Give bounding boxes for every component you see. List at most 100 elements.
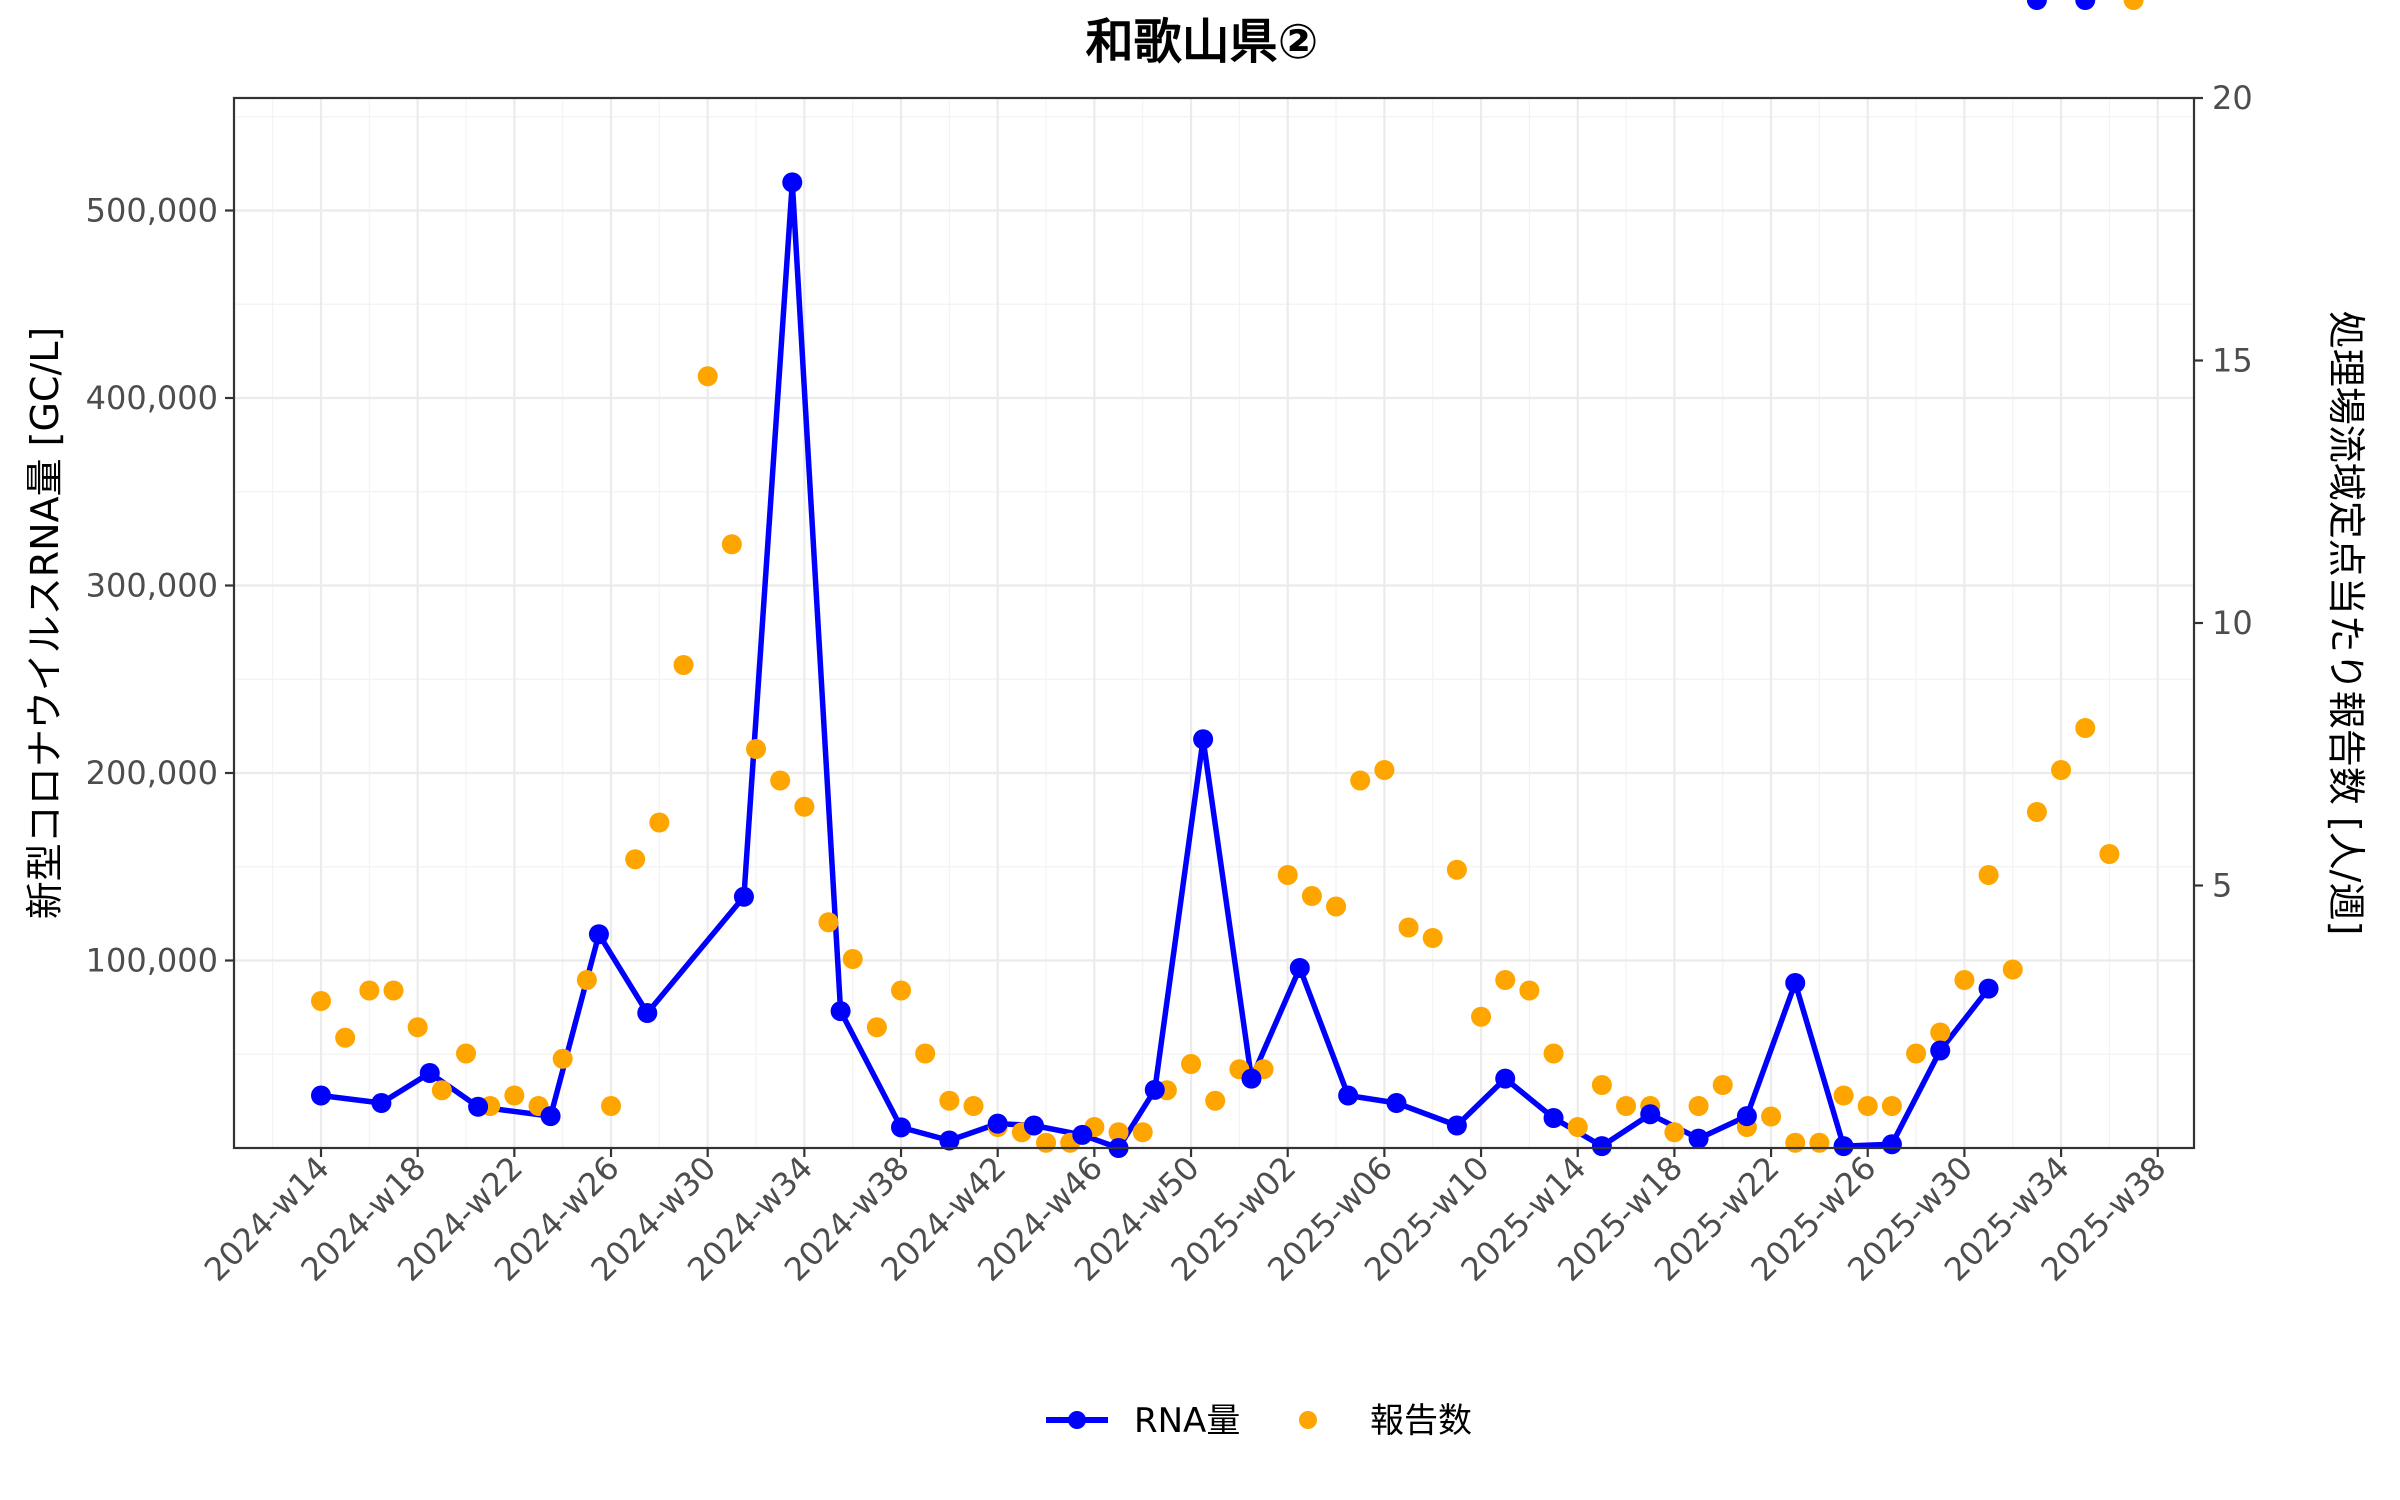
report-point bbox=[1543, 1043, 1564, 1064]
report-point bbox=[1930, 1022, 1951, 1043]
y2-axis-title: 処理場流域定点当たり報告数 [人/週] bbox=[2324, 311, 2368, 936]
report-point bbox=[818, 912, 839, 933]
rna-point bbox=[733, 886, 754, 907]
rna-point bbox=[1591, 1136, 1612, 1157]
report-point bbox=[1664, 1122, 1685, 1143]
report-point bbox=[2099, 844, 2120, 864]
y-axis-right: 5 10 15 20 bbox=[2194, 79, 2253, 905]
y-tick-label: 400,000 bbox=[86, 379, 218, 417]
legend-report-label: 報告数 bbox=[1370, 1401, 1472, 1441]
report-point bbox=[697, 366, 718, 387]
report-point bbox=[1954, 970, 1975, 990]
y2-tick-label: 5 bbox=[2212, 867, 2232, 905]
report-point bbox=[1446, 859, 1467, 880]
rna-point bbox=[1978, 978, 1999, 999]
rna-point bbox=[1736, 1106, 1757, 1127]
rna-point bbox=[1193, 729, 1214, 750]
report-point bbox=[2002, 959, 2023, 980]
report-point bbox=[866, 1017, 887, 1038]
report-point bbox=[456, 1043, 477, 1064]
rna-point bbox=[468, 1096, 489, 1117]
rna-point bbox=[2026, 0, 2047, 10]
report-point bbox=[2051, 760, 2072, 780]
report-point bbox=[2075, 718, 2096, 738]
report-point bbox=[625, 849, 646, 870]
legend: RNA量 報告数 bbox=[1046, 1401, 1472, 1441]
rna-point bbox=[1386, 1093, 1407, 1113]
report-point bbox=[1809, 1132, 1830, 1153]
major-grid bbox=[234, 98, 2194, 1148]
report-point bbox=[1495, 970, 1516, 990]
report-point bbox=[891, 980, 912, 1001]
legend-report-marker bbox=[1299, 1411, 1317, 1429]
report-point bbox=[721, 534, 742, 555]
rna-series-line bbox=[320, 179, 1991, 1151]
report-point bbox=[1132, 1122, 1153, 1143]
plot-background bbox=[234, 98, 2194, 1148]
report-point bbox=[1833, 1085, 1854, 1106]
report-point bbox=[2123, 0, 2144, 10]
report-point bbox=[383, 980, 404, 1001]
y-tick-label: 300,000 bbox=[86, 567, 218, 605]
rna-point bbox=[891, 1117, 912, 1138]
rna-point bbox=[782, 172, 803, 193]
rna-point bbox=[1688, 1128, 1709, 1149]
report-point bbox=[649, 812, 670, 833]
report-point bbox=[1616, 1096, 1637, 1116]
y-tick-label: 500,000 bbox=[86, 192, 218, 230]
report-point bbox=[1108, 1122, 1129, 1143]
chart-title: 和歌山県② bbox=[1086, 14, 1319, 70]
rna-point bbox=[1338, 1085, 1359, 1106]
rna-point bbox=[540, 1106, 561, 1127]
rna-point bbox=[1289, 958, 1310, 978]
y-axis-title: 新型コロナウイルスRNA量 [GC/L] bbox=[23, 327, 67, 920]
rna-point bbox=[311, 1085, 332, 1106]
report-point bbox=[1301, 886, 1322, 906]
report-point bbox=[504, 1085, 525, 1106]
report-point bbox=[1471, 1006, 1492, 1027]
rna-point bbox=[1640, 1104, 1661, 1125]
report-point bbox=[1567, 1117, 1588, 1137]
report-point bbox=[915, 1043, 936, 1064]
rna-point bbox=[987, 1113, 1008, 1134]
rna-points bbox=[311, 0, 2096, 1158]
report-point bbox=[335, 1027, 356, 1048]
rna-point bbox=[830, 1001, 851, 1022]
rna-point bbox=[939, 1130, 960, 1151]
y2-tick-label: 15 bbox=[2212, 342, 2253, 380]
report-point bbox=[1036, 1132, 1057, 1153]
rna-point bbox=[1495, 1068, 1516, 1089]
report-point bbox=[2026, 802, 2047, 822]
report-point bbox=[1519, 980, 1540, 1001]
report-point bbox=[552, 1048, 573, 1069]
report-point bbox=[1374, 760, 1395, 780]
report-point bbox=[1398, 917, 1419, 938]
report-point bbox=[431, 1080, 452, 1101]
report-point bbox=[1422, 928, 1443, 948]
report-point bbox=[1881, 1096, 1902, 1116]
y2-tick-label: 20 bbox=[2212, 79, 2253, 117]
y-tick-label: 100,000 bbox=[86, 942, 218, 980]
report-point bbox=[673, 655, 694, 675]
report-point bbox=[963, 1096, 984, 1116]
rna-point bbox=[1833, 1136, 1854, 1157]
x-axis: 2024-w142024-w182024-w222024-w262024-w30… bbox=[197, 1148, 2173, 1289]
legend-rna-marker bbox=[1068, 1411, 1086, 1429]
report-point bbox=[407, 1017, 428, 1038]
report-point bbox=[1906, 1043, 1927, 1064]
y-axis-left: 100,000 200,000 300,000 400,000 500,000 bbox=[86, 192, 234, 980]
report-point bbox=[1761, 1106, 1782, 1127]
y2-tick-label: 10 bbox=[2212, 604, 2253, 642]
report-point bbox=[746, 739, 767, 759]
report-point bbox=[1326, 896, 1347, 917]
rna-point bbox=[1881, 1134, 1902, 1155]
rna-point bbox=[2075, 0, 2096, 10]
rna-point bbox=[1785, 973, 1806, 993]
rna-point bbox=[371, 1093, 392, 1113]
report-point bbox=[601, 1096, 622, 1116]
report-point bbox=[1978, 865, 1999, 885]
rna-point bbox=[1144, 1079, 1165, 1100]
report-point bbox=[1688, 1096, 1709, 1116]
report-point bbox=[1277, 865, 1298, 885]
